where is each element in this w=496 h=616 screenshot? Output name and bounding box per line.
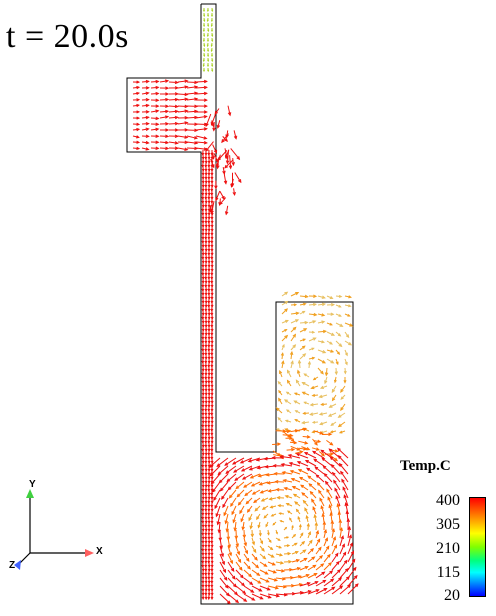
vortex-vector [230, 490, 237, 498]
sprue-vector [211, 45, 212, 46]
sprue-vector [204, 50, 205, 51]
vortex-vector [332, 562, 339, 570]
sprue-vector [211, 15, 212, 16]
sprue-vector [203, 70, 204, 71]
vortex-vector [213, 482, 220, 492]
sprue-vector [204, 15, 205, 16]
sprue-vector [204, 45, 205, 46]
sprue-vector [211, 50, 212, 51]
vortex-vector [236, 570, 243, 578]
sprue-vector [208, 30, 209, 31]
axis-x-label: X [96, 546, 103, 557]
vortex-vector [332, 570, 340, 578]
vortex-vector [228, 586, 237, 595]
vortex-vector [324, 563, 331, 570]
sprue-vector [207, 35, 208, 36]
sprue-vector [212, 35, 213, 36]
legend-tick-305: 305 [406, 516, 460, 534]
temperature-colorbar [469, 497, 486, 597]
sprue-vector [212, 10, 213, 11]
sprue-vector [204, 55, 205, 56]
vortex-vector [332, 554, 338, 563]
sprue-vector [203, 65, 204, 66]
sprue-vector [207, 65, 208, 66]
axis-x-arrowhead [85, 549, 94, 557]
sprue-vector [207, 15, 208, 16]
sprue-vector [204, 20, 205, 21]
vortex-vector [324, 474, 332, 482]
vortex-vector [219, 474, 228, 483]
vortex-vector [237, 490, 244, 497]
vortex-vector [236, 578, 244, 586]
axis-y-label: Y [29, 479, 36, 490]
vortex-vector [244, 586, 254, 592]
vortex-vector [309, 484, 316, 490]
legend-tick-115: 115 [406, 564, 460, 582]
sprue-vector [207, 20, 208, 21]
sprue-vector [211, 30, 212, 31]
sprue-vector [208, 55, 209, 56]
vortex-vector [322, 458, 332, 466]
sprue-vector [212, 60, 213, 61]
sprue-vector [208, 25, 209, 26]
vortex-vector [214, 490, 220, 500]
vortex-vector [236, 562, 242, 570]
legend-title: Temp.C [400, 458, 451, 475]
vortex-vector [316, 556, 322, 562]
sprue-vector [204, 35, 205, 36]
vortex-vector [307, 468, 316, 474]
vortex-vector [324, 555, 330, 562]
sprue-vector [211, 55, 212, 56]
sprue-vector [204, 25, 205, 26]
junction-vector [235, 173, 241, 183]
junction-vector [231, 148, 240, 159]
time-label: t = 20.0s [6, 18, 129, 56]
vortex-vector [244, 578, 252, 584]
sprue-vector [203, 60, 204, 61]
axis-triad [14, 489, 94, 570]
vortex-vector [340, 569, 348, 578]
sprue-vector [208, 70, 209, 71]
axis-y-arrowhead [26, 489, 34, 498]
vortex-vector [340, 553, 346, 563]
sprue-vector [211, 25, 212, 26]
sprue-vector [207, 50, 208, 51]
vortex-vector [315, 467, 324, 474]
sprue-vector [207, 45, 208, 46]
legend-tick-20: 20 [406, 587, 460, 605]
vortex-vector [236, 586, 245, 593]
legend-tick-210: 210 [406, 540, 460, 558]
sprue-vector [203, 30, 204, 31]
legend-tick-400: 400 [406, 492, 460, 510]
vortex-vector [244, 562, 250, 569]
vortex-vector [228, 482, 236, 490]
axis-z-label: Z [9, 560, 15, 571]
vortex-vector [306, 461, 316, 467]
vortex-vector [221, 482, 229, 491]
sprue-vector [212, 70, 213, 71]
sprue-vector [208, 60, 209, 61]
vortex-vector [222, 490, 228, 499]
velocity-vectors [133, 8, 358, 604]
vortex-vector [236, 482, 244, 489]
vortex-vector [317, 483, 324, 490]
axis-z-line [20, 553, 30, 563]
sprue-vector [212, 65, 213, 66]
sprue-vector [207, 40, 208, 41]
sprue-vector [211, 20, 212, 21]
sprue-vector [212, 40, 213, 41]
sprue-vector [203, 40, 204, 41]
vortex-vector [316, 475, 324, 482]
vortex-vector [314, 459, 324, 466]
sprue-vector [207, 10, 208, 11]
vortex-vector [340, 561, 347, 570]
vortex-vector [324, 571, 332, 578]
vortex-vector [316, 564, 323, 570]
sprue-vector [203, 10, 204, 11]
vortex-vector [244, 570, 251, 577]
vortex-vector [308, 476, 316, 482]
vortex-vector [323, 466, 332, 474]
